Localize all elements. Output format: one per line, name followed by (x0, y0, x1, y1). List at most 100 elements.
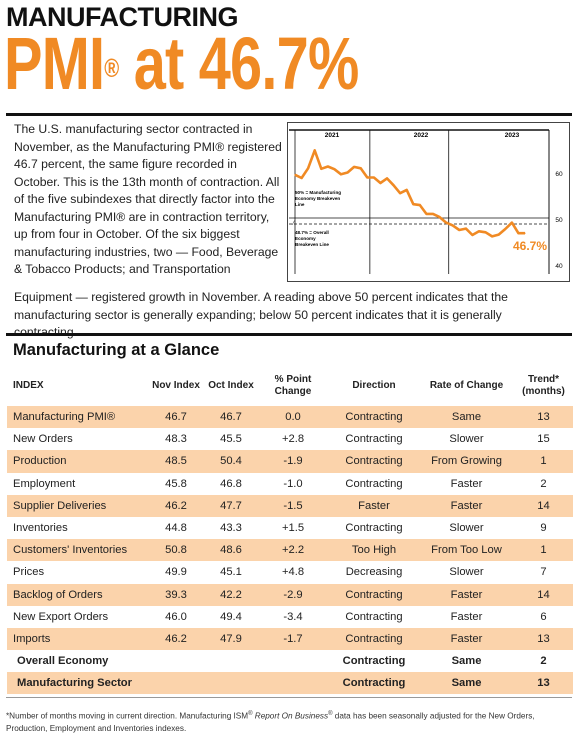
data-point (425, 213, 428, 215)
cell-change: +1.5 (281, 522, 305, 535)
cell-rate: Same (419, 406, 514, 429)
glance-title: Manufacturing at a Glance (13, 341, 220, 359)
cell-nov: 46.7 (147, 406, 205, 429)
data-point (438, 216, 441, 218)
table-header-row: INDEX Nov Index Oct Index % Point Change… (7, 366, 573, 406)
slash-mark: ⁄ (291, 221, 295, 227)
cell-rate: Faster (450, 610, 483, 623)
data-point (406, 189, 408, 191)
cell-index: Overall Economy (17, 655, 109, 668)
header-change: % Point Change (274, 373, 312, 398)
cell-oct: 48.6 (205, 539, 257, 562)
pmi-line-chart: 2021 2022 2023 60 50 40 50% = Manufactur… (287, 122, 570, 282)
table-row: Production 48.5 50.4 -1.9 Contracting From Gr… (7, 450, 573, 473)
cell-rate: Same (419, 672, 514, 695)
cell-change (257, 672, 329, 695)
data-point (504, 228, 506, 230)
cell-change: +4.8 (281, 566, 305, 579)
title-registered-mark: ® (104, 53, 119, 83)
data-point (419, 204, 421, 206)
cell-oct (205, 672, 257, 695)
cell-index: Manufacturing Sector (7, 672, 147, 695)
data-point (498, 233, 500, 236)
cell-change: -3.4 (283, 610, 303, 623)
overall-label-line2: Economy (295, 236, 316, 241)
report-kicker: MANUFACTURING (6, 2, 238, 32)
data-point (511, 222, 513, 224)
table-row: Prices 49.9 45.1 +4.8 Decreasing Slower 7 (7, 561, 573, 583)
cell-nov: 46.2 (147, 494, 205, 517)
cell-trend: 2 (540, 655, 547, 668)
footnote-part2: data has been seasonally adjusted for th… (6, 711, 535, 733)
pmi-series-line (294, 149, 525, 238)
cell-rate: Faster (419, 583, 514, 606)
cell-direction: Contracting (329, 406, 419, 429)
chart-marks (294, 130, 526, 274)
table-row: Customers' Inventories 50.8 48.6 +2.2 Too Hi… (7, 539, 573, 562)
cell-rate: Same (451, 655, 482, 668)
cell-nov: 39.3 (147, 583, 205, 606)
data-point (353, 166, 355, 168)
cell-trend: 7 (540, 566, 547, 579)
cell-index: Inventories (13, 522, 68, 535)
summary-row: Overall Economy Contracting Same 2 (7, 650, 573, 672)
cell-nov: 49.9 (165, 566, 187, 579)
data-point (333, 168, 336, 170)
table-row: Supplier Deliveries 46.2 47.7 -1.5 Faster Fas… (7, 494, 573, 517)
cell-rate: Slower (449, 433, 484, 446)
cell-direction: Contracting (345, 522, 403, 535)
end-value-label: 46.7% (513, 239, 547, 253)
cell-index: New Export Orders (13, 610, 109, 623)
intro-paragraph-continued: Equipment — registered growth in Novembe… (14, 290, 508, 339)
cell-nov: 46.0 (165, 610, 187, 623)
cell-rate: Slower (449, 522, 484, 535)
cell-direction: Contracting (329, 672, 419, 695)
cell-index: Backlog of Orders (7, 583, 147, 606)
summary-row: Manufacturing Sector Contracting Same 13 (7, 672, 573, 695)
cell-direction: Decreasing (345, 566, 403, 579)
intro-paragraph-left: The U.S. manufacturing sector contracted… (14, 122, 282, 276)
cell-trend: 13 (514, 406, 573, 429)
cell-oct: 47.9 (205, 627, 257, 651)
cell-trend: 1 (514, 450, 573, 473)
bottom-rule (6, 697, 572, 698)
cell-nov: 50.8 (147, 539, 205, 562)
data-point (465, 227, 467, 230)
cell-oct: 50.4 (205, 450, 257, 473)
header-rate: Rate of Change (429, 379, 504, 391)
cell-index: Prices (13, 566, 45, 579)
footnote-part1: *Number of months moving in current dire… (6, 711, 249, 721)
cell-rate: From Too Low (419, 539, 514, 562)
table-row: Inventories 44.8 43.3 +1.5 Contracting Slower… (7, 517, 573, 539)
cell-trend: 9 (540, 522, 547, 535)
cell-trend: 15 (537, 433, 550, 446)
cell-change: -1.0 (283, 477, 303, 490)
header-index: INDEX (13, 379, 44, 391)
cell-nov: 48.3 (165, 433, 187, 446)
cell-oct: 47.7 (205, 494, 257, 517)
cell-change: -1.9 (257, 450, 329, 473)
data-point (373, 176, 375, 179)
title-pmi: PMI (4, 22, 105, 105)
cell-nov: 48.5 (147, 450, 205, 473)
cell-change: +2.2 (257, 539, 329, 562)
data-point (386, 177, 388, 180)
cell-direction: Contracting (342, 655, 406, 668)
top-rule (6, 113, 572, 116)
y-tick-40: 40 (555, 263, 563, 270)
header-nov: Nov Index (152, 379, 200, 391)
data-point (360, 167, 362, 169)
cell-trend: 6 (540, 610, 547, 623)
chart-frame (287, 122, 570, 282)
cell-oct (205, 650, 257, 672)
cell-direction: Contracting (345, 477, 403, 490)
overall-label-line3: Breakeven Line (295, 242, 329, 247)
breakeven-label-line2: Economy Breakeven (295, 196, 340, 201)
footnote-reg1: ® (248, 711, 253, 717)
cell-trend: 13 (514, 672, 573, 695)
cell-trend: 13 (514, 627, 573, 651)
cell-direction: Too High (329, 539, 419, 562)
cell-trend: 14 (514, 583, 573, 606)
data-point (294, 174, 296, 176)
table-row: Imports 46.2 47.9 -1.7 Contracting Faster 13 (7, 627, 573, 651)
